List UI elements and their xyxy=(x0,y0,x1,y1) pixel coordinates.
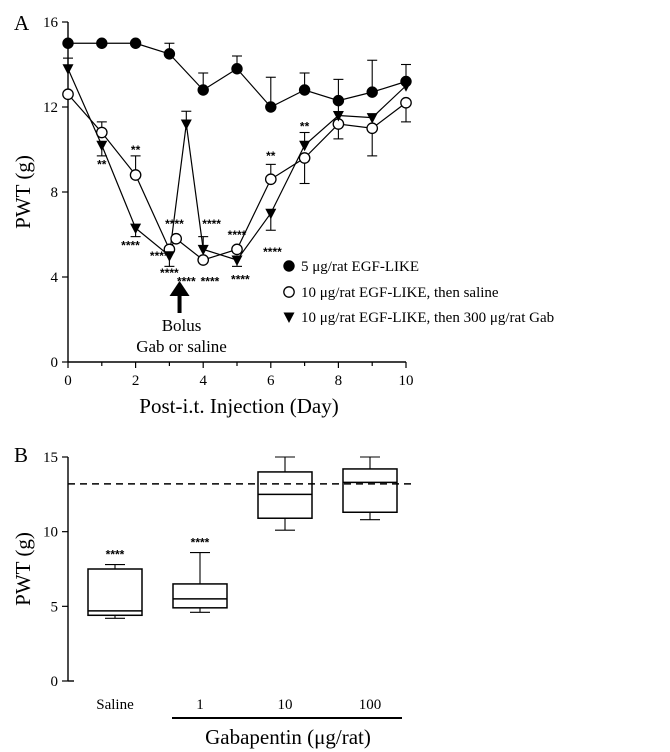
y-tick-label: 4 xyxy=(51,270,59,286)
panel-label-b: B xyxy=(14,443,28,467)
box-3 xyxy=(257,456,313,531)
data-point-series-3 xyxy=(231,255,243,266)
legend-label-3: 10 μg/rat EGF-LIKE, then 300 μg/rat Gab xyxy=(301,310,554,326)
x-category-label: Saline xyxy=(96,697,134,713)
data-point-series-1 xyxy=(231,63,243,75)
data-point-series-1 xyxy=(332,94,345,107)
data-point-series-2 xyxy=(170,232,183,245)
box-1 xyxy=(87,563,143,619)
data-point-series-1 xyxy=(298,84,311,96)
data-point-series-3 xyxy=(366,113,378,124)
data-point-series-1 xyxy=(366,86,378,98)
box-iqr xyxy=(172,583,228,609)
x-category-label: 100 xyxy=(359,697,382,713)
significance-label: ** xyxy=(300,119,310,133)
y-tick-label: 5 xyxy=(51,599,59,615)
data-point-series-3 xyxy=(62,64,74,75)
significance-label: **** xyxy=(106,548,125,562)
significance-label: ** xyxy=(131,143,141,157)
y-tick-label: 12 xyxy=(43,100,58,116)
significance-label: **** xyxy=(202,217,221,231)
data-point-series-2 xyxy=(95,126,108,139)
box-4 xyxy=(342,456,398,521)
legend-marker-2 xyxy=(283,286,295,298)
data-point-series-3 xyxy=(96,140,108,152)
data-point-series-2 xyxy=(400,96,412,109)
x-tick-label: 2 xyxy=(132,373,140,389)
data-point-series-1 xyxy=(197,84,209,96)
data-point-series-2 xyxy=(62,88,74,101)
data-point-series-3 xyxy=(130,223,142,235)
annotation-gab-or-saline: Gab or saline xyxy=(136,337,227,356)
data-point-series-2 xyxy=(264,173,277,186)
legend-label-1: 5 μg/rat EGF-LIKE xyxy=(301,259,419,275)
data-point-series-2 xyxy=(366,122,379,135)
y-tick-label: 10 xyxy=(43,525,58,541)
x-tick-label: 8 xyxy=(335,373,343,389)
y-axis-label: PWT (g) xyxy=(11,532,35,606)
data-point-series-2 xyxy=(129,169,142,181)
data-point-series-1 xyxy=(265,101,277,113)
legend-label-2: 10 μg/rat EGF-LIKE, then saline xyxy=(301,285,499,301)
x-tick-label: 10 xyxy=(399,373,414,389)
x-category-label: 10 xyxy=(278,697,293,713)
x-axis-label: Gabapentin (μg/rat) xyxy=(205,725,371,749)
legend-marker-1 xyxy=(283,260,295,272)
box-iqr xyxy=(342,468,398,514)
significance-label: **** xyxy=(201,275,220,289)
significance-label: **** xyxy=(231,272,250,286)
significance-label: ** xyxy=(97,158,107,172)
x-tick-label: 6 xyxy=(267,373,275,389)
data-point-series-2 xyxy=(231,243,243,256)
significance-label: **** xyxy=(191,536,210,550)
data-point-series-3 xyxy=(197,244,209,256)
data-point-series-1 xyxy=(129,37,142,49)
annotation-bolus: Bolus xyxy=(162,316,202,335)
significance-label: ** xyxy=(266,149,276,163)
data-point-series-2 xyxy=(197,254,210,266)
significance-label: **** xyxy=(121,238,140,252)
significance-label: **** xyxy=(165,217,184,231)
panel-label-a: A xyxy=(14,11,30,35)
x-tick-label: 4 xyxy=(199,373,207,389)
data-point-series-1 xyxy=(96,37,108,49)
y-tick-label: 0 xyxy=(51,355,59,371)
significance-label: **** xyxy=(150,249,169,263)
x-tick-label: 0 xyxy=(64,373,72,389)
series-line-3 xyxy=(67,68,407,261)
y-tick-label: 8 xyxy=(51,185,59,201)
significance-label: **** xyxy=(228,228,247,242)
data-point-series-3 xyxy=(265,208,277,220)
box-iqr xyxy=(87,568,143,617)
chart-a: 0 4 8 12 16 0 2 4 6 8 10 Post-i.t. Injection (Day) P… xyxy=(11,15,554,418)
x-category-label: 1 xyxy=(196,697,204,713)
y-tick-label: 16 xyxy=(43,15,59,31)
data-point-series-2 xyxy=(298,152,311,164)
data-point-series-1 xyxy=(163,48,176,60)
data-point-series-1 xyxy=(62,37,74,49)
y-tick-label: 15 xyxy=(43,450,58,466)
data-point-series-3 xyxy=(400,81,412,92)
data-point-series-3 xyxy=(180,119,192,130)
box-2 xyxy=(172,552,228,613)
series-line-1 xyxy=(68,42,407,108)
significance-label: **** xyxy=(160,266,179,280)
legend-marker-3 xyxy=(283,312,295,323)
bolus-arrow-head xyxy=(169,281,190,296)
data-point-series-3 xyxy=(299,140,311,152)
data-point-series-3 xyxy=(332,111,344,122)
chart-b: 0 5 10 15 PWT (g) **** Saline **** 1 10 100 Gabapen… xyxy=(11,450,413,749)
y-tick-label: 0 xyxy=(51,674,59,690)
x-axis-label: Post-i.t. Injection (Day) xyxy=(139,394,338,418)
significance-label: **** xyxy=(263,245,282,259)
y-axis-label: PWT (g) xyxy=(11,155,35,229)
data-point-series-3 xyxy=(163,251,175,262)
